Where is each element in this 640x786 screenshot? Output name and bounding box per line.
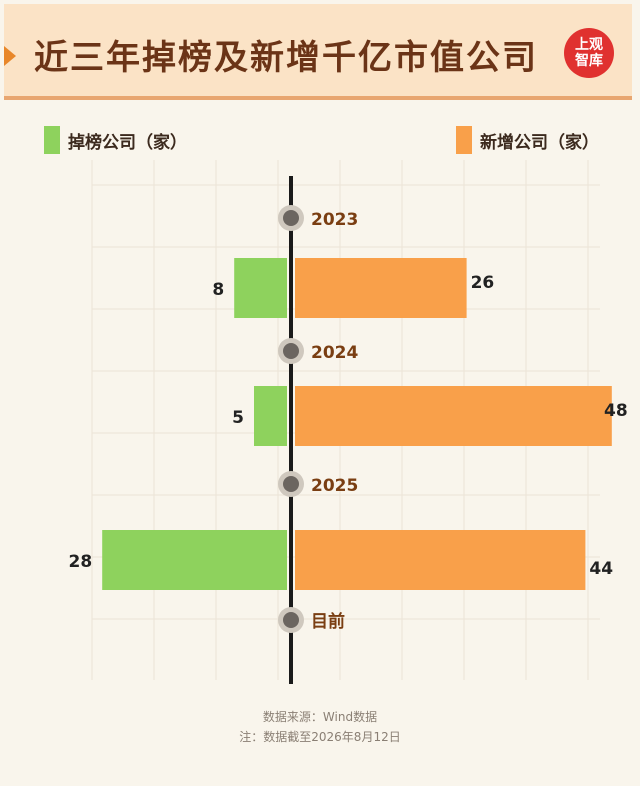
page-title: 近三年掉榜及新增千亿市值公司 bbox=[34, 38, 538, 78]
timeline-marker-dot bbox=[283, 343, 299, 359]
header-banner: 近三年掉榜及新增千亿市值公司 上观 智库 bbox=[4, 4, 632, 100]
data-note: 注：数据截至2026年8月12日 bbox=[239, 730, 401, 744]
bar-added-2023 bbox=[295, 258, 467, 318]
timeline-label-0: 2023 bbox=[311, 210, 358, 230]
bar-added-2025 bbox=[295, 530, 586, 590]
brand-logo: 上观 智库 bbox=[564, 28, 614, 78]
logo-line1: 上观 bbox=[575, 37, 603, 53]
legend-added: 新增公司（家） bbox=[456, 126, 599, 154]
bar-dropped-2024 bbox=[254, 386, 287, 446]
timeline-label-3: 目前 bbox=[311, 611, 345, 632]
value-label-dropped-2025: 28 bbox=[69, 552, 93, 572]
timeline-marker-dot bbox=[283, 476, 299, 492]
bar-dropped-2023 bbox=[234, 258, 287, 318]
value-label-dropped-2024: 5 bbox=[232, 408, 244, 428]
bar-dropped-2025 bbox=[102, 530, 287, 590]
timeline-marker-dot bbox=[283, 612, 299, 628]
legend-label-added: 新增公司（家） bbox=[480, 132, 599, 153]
value-label-added-2023: 26 bbox=[471, 273, 495, 293]
data-source: 数据来源：Wind数据 bbox=[262, 710, 378, 724]
timeline-label-1: 2024 bbox=[311, 343, 358, 363]
value-label-added-2025: 44 bbox=[589, 559, 613, 579]
value-label-dropped-2023: 8 bbox=[212, 280, 224, 300]
legend-swatch-added bbox=[456, 126, 472, 154]
legend-label-dropped: 掉榜公司（家） bbox=[68, 132, 187, 153]
chart-plot-area: 8 26 5 48 28 44 2023 2024 2025 目前 bbox=[69, 160, 628, 684]
legend-swatch-dropped bbox=[44, 126, 60, 154]
bar-added-2024 bbox=[295, 386, 612, 446]
logo-line2: 智库 bbox=[575, 53, 603, 69]
header-arrow-icon bbox=[4, 46, 16, 66]
value-label-added-2024: 48 bbox=[604, 401, 628, 421]
timeline-marker-dot bbox=[283, 210, 299, 226]
legend-dropped: 掉榜公司（家） bbox=[44, 126, 187, 154]
timeline-label-2: 2025 bbox=[311, 476, 358, 496]
